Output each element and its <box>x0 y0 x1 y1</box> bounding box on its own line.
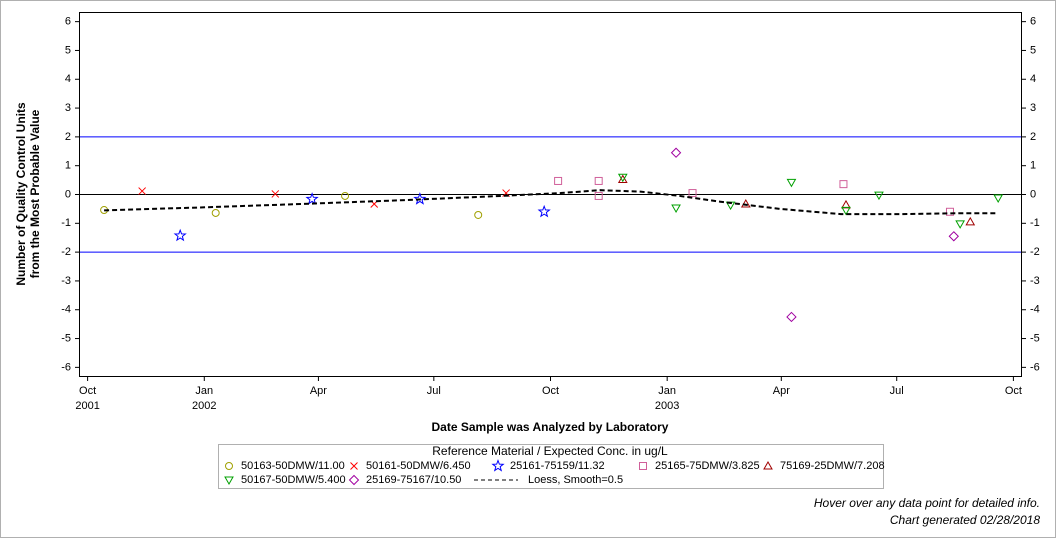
x-tick-label: Oct 2001 <box>75 385 99 412</box>
x-tick-label: Jan 2003 <box>655 385 679 412</box>
marker <box>617 173 628 183</box>
marker <box>594 176 603 185</box>
marker <box>688 189 697 198</box>
marker <box>348 474 360 486</box>
y2-tick-label: 6 <box>1030 16 1036 28</box>
legend-label: 25169-75167/10.50 <box>366 474 461 486</box>
y2-tick-label: -1 <box>1030 217 1040 229</box>
marker <box>945 207 954 216</box>
y-axis-title: Number of Quality Control Units <box>14 102 28 286</box>
marker <box>271 190 280 198</box>
y-tick-label: -4 <box>61 304 71 316</box>
marker <box>670 147 682 158</box>
marker <box>763 460 773 470</box>
legend-label: 75169-25DMW/7.208 <box>780 460 885 472</box>
y2-tick-label: -2 <box>1030 246 1040 258</box>
x-tick-label: Jul <box>890 385 904 397</box>
marker <box>224 476 234 486</box>
y-tick-label: -3 <box>61 275 71 287</box>
marker <box>874 191 884 201</box>
marker <box>786 311 797 323</box>
legend-label: 50163-50DMW/11.00 <box>241 460 345 472</box>
x-tick-label: Jul <box>427 385 441 397</box>
y-tick-label: 4 <box>65 73 71 85</box>
y2-tick-label: 1 <box>1030 160 1036 172</box>
y-tick-label: 2 <box>65 131 71 143</box>
y2-tick-label: -3 <box>1030 275 1040 287</box>
y2-tick-label: 4 <box>1030 73 1036 85</box>
y2-tick-label: 2 <box>1030 131 1036 143</box>
marker <box>341 191 350 200</box>
y-tick-label: -2 <box>61 246 71 258</box>
marker <box>594 191 603 200</box>
marker <box>491 459 505 472</box>
legend-label: 25161-75159/11.32 <box>510 460 605 472</box>
legend-label: 50161-50DMW/6.450 <box>366 460 471 472</box>
marker <box>671 204 681 214</box>
marker <box>993 194 1004 203</box>
marker <box>225 462 233 470</box>
y-tick-label: -5 <box>61 332 71 344</box>
x-axis-title: Date Sample was Analyzed by Laboratory <box>432 420 669 434</box>
x-tick-label: Apr <box>310 385 327 397</box>
y2-tick-label: -4 <box>1030 304 1040 316</box>
legend-label: Loess, Smooth=0.5 <box>528 474 623 486</box>
y-axis-title: from the Most Probable Value <box>28 109 42 278</box>
x-tick-label: Apr <box>773 385 790 397</box>
y2-tick-label: 5 <box>1030 44 1036 56</box>
marker <box>350 462 358 470</box>
legend-label: 25165-75DMW/3.825 <box>655 460 760 472</box>
x-tick-label: Oct <box>542 385 559 397</box>
marker <box>965 216 976 226</box>
marker <box>948 231 959 242</box>
marker <box>617 174 628 184</box>
marker <box>138 187 146 195</box>
y-tick-label: 1 <box>65 160 71 172</box>
y-tick-label: 6 <box>65 16 71 28</box>
y-tick-label: 5 <box>65 44 71 56</box>
marker <box>955 220 965 229</box>
marker <box>211 208 220 217</box>
marker <box>537 204 551 218</box>
legend-title: Reference Material / Expected Conc. in u… <box>432 444 668 458</box>
marker <box>841 199 851 209</box>
y-tick-label: 0 <box>65 188 71 200</box>
y-tick-label: 3 <box>65 102 71 114</box>
y-tick-label: -1 <box>61 217 71 229</box>
y2-tick-label: -5 <box>1030 332 1040 344</box>
loess-line <box>104 189 999 216</box>
marker <box>839 180 848 189</box>
marker <box>173 228 187 242</box>
footnote: Chart generated 02/28/2018 <box>890 513 1040 527</box>
x-tick-label: Oct <box>1005 385 1022 397</box>
marker <box>554 176 563 185</box>
footnote: Hover over any data point for detailed i… <box>814 496 1040 510</box>
x-tick-label: Jan 2002 <box>192 385 216 412</box>
marker <box>639 462 647 470</box>
y2-tick-label: 3 <box>1030 102 1036 114</box>
y2-tick-label: 0 <box>1030 188 1036 200</box>
legend-label: 50167-50DMW/5.400 <box>241 474 346 486</box>
marker <box>474 210 483 219</box>
marker <box>305 192 319 205</box>
marker <box>413 192 427 205</box>
y2-tick-label: -6 <box>1030 361 1040 373</box>
marker <box>841 206 851 216</box>
marker <box>740 198 751 208</box>
marker <box>786 178 797 188</box>
legend-box <box>218 444 884 489</box>
y-tick-label: -6 <box>61 361 71 373</box>
